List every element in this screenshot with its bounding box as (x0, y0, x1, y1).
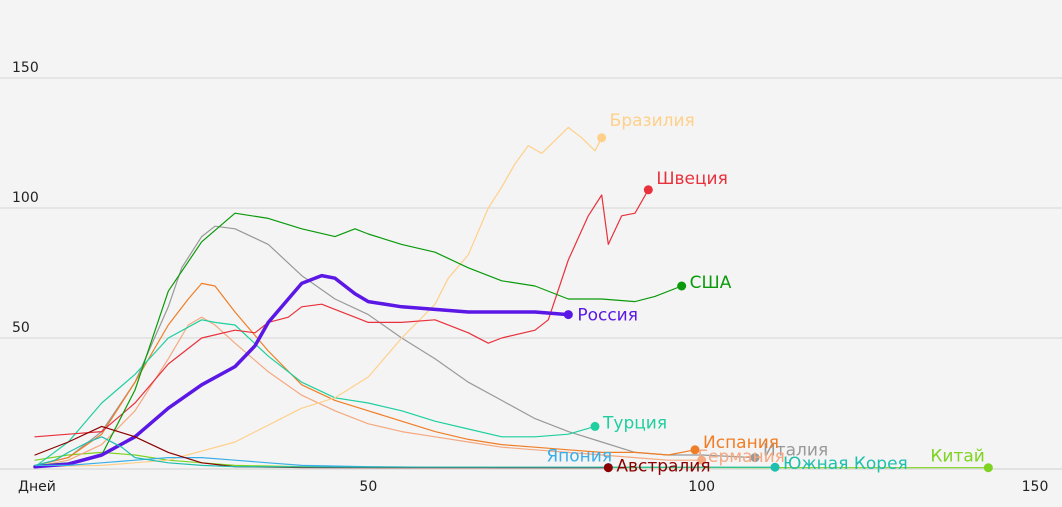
series-Италия-label: Италия (763, 441, 828, 461)
series-Швеция-line (34, 189, 649, 438)
series-Бразилия-end-dot (597, 133, 607, 143)
series-Австралия-end-dot (603, 463, 613, 473)
series-lines (33, 126, 989, 469)
series-Швеция-end-dot (643, 185, 653, 195)
series-Турция-line (34, 319, 596, 468)
series-Германия-line (34, 316, 703, 468)
series-Япония-line (34, 457, 609, 469)
series-Япония-label: Япония (546, 446, 612, 466)
series-США-line (34, 212, 683, 466)
series-Южная Корея-line (34, 436, 776, 468)
series-Южная Корея-label: Южная Корея (783, 454, 908, 474)
series-Германия-end-dot (697, 455, 707, 465)
series-Россия-label: Россия (577, 306, 638, 326)
series-Турция-label: Турция (602, 413, 667, 433)
series-Швеция-label: Швеция (656, 169, 728, 189)
series-Испания-line (34, 282, 696, 466)
series-Китай-end-dot (983, 463, 993, 473)
series-США-label: США (690, 273, 732, 293)
y-tick-label: 150 (12, 60, 39, 76)
series-США-end-dot (677, 281, 687, 291)
series-Австралия-label: Австралия (616, 457, 710, 477)
series-Россия-line (33, 273, 571, 469)
x-tick-label: 50 (359, 479, 377, 495)
series-Италия-line (34, 225, 756, 466)
series-Италия-end-dot (750, 453, 760, 463)
series-Испания-label: Испания (703, 433, 779, 453)
series-Россия-end-dot (563, 310, 573, 320)
y-tick-label: 100 (12, 190, 39, 206)
series-Китай-label: Китай (930, 447, 985, 467)
series-Испания-end-dot (690, 445, 700, 455)
series-Южная Корея-end-dot (770, 462, 780, 472)
series-Бразилия-label: Бразилия (610, 111, 695, 131)
x-tick-label: 150 (1022, 479, 1049, 495)
x-tick-label: 100 (688, 479, 715, 495)
x-axis-label: Дней (18, 479, 56, 495)
y-tick-label: 50 (12, 320, 30, 336)
series-Турция-end-dot (590, 421, 600, 431)
series-end-dots (563, 133, 993, 473)
axis-tick-labels: 50 100 150 Дней 50 100 150 (12, 60, 1048, 495)
series-Германия-label: Германия (698, 447, 785, 467)
chart-grid (0, 77, 1062, 470)
series-Бразилия-line (34, 126, 603, 468)
